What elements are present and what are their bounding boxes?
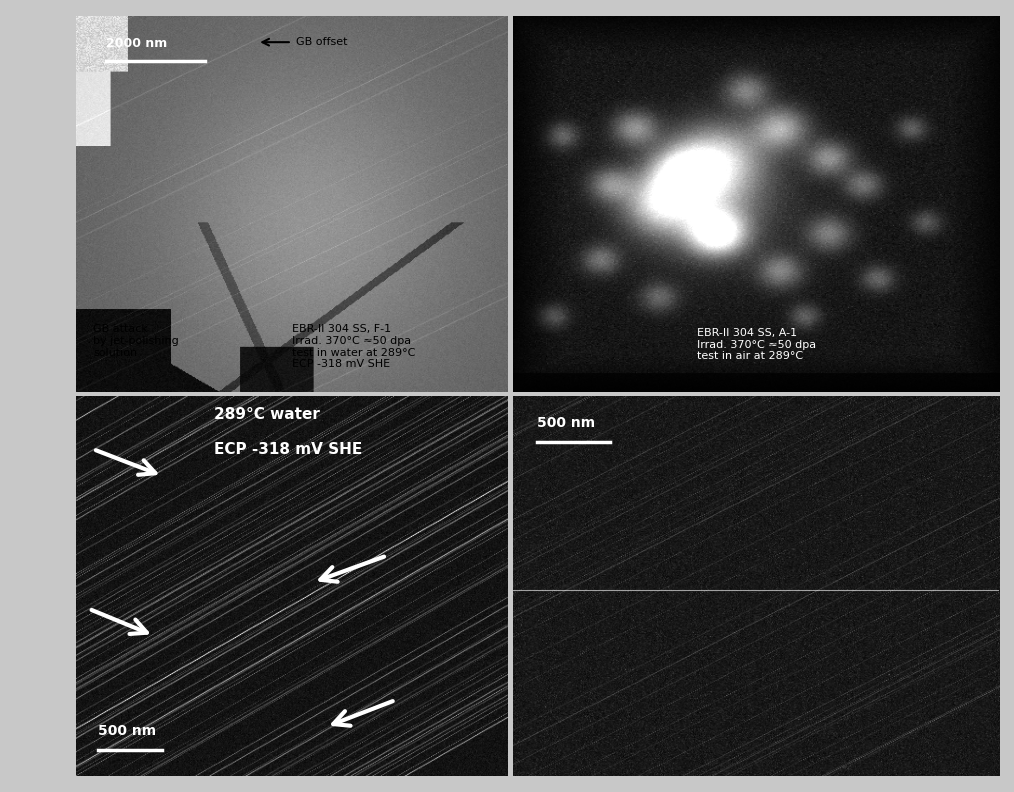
Text: 2000 nm: 2000 nm <box>106 36 167 50</box>
Text: 500 nm: 500 nm <box>97 724 156 738</box>
Text: 289°C water: 289°C water <box>214 407 320 422</box>
Text: GB attack
by jet-polishing
solution: GB attack by jet-polishing solution <box>93 325 179 357</box>
Text: EBR-II 304 SS, F-1
Irrad. 370°C ≈50 dpa
test in water at 289°C
ECP -318 mV SHE: EBR-II 304 SS, F-1 Irrad. 370°C ≈50 dpa … <box>292 325 415 369</box>
Text: 500 nm: 500 nm <box>536 417 595 430</box>
Text: EBR-II 304 SS, A-1
Irrad. 370°C ≈50 dpa
test in air at 289°C: EBR-II 304 SS, A-1 Irrad. 370°C ≈50 dpa … <box>698 328 816 361</box>
Text: GB offset: GB offset <box>296 37 348 48</box>
Text: ECP -318 mV SHE: ECP -318 mV SHE <box>214 442 362 457</box>
